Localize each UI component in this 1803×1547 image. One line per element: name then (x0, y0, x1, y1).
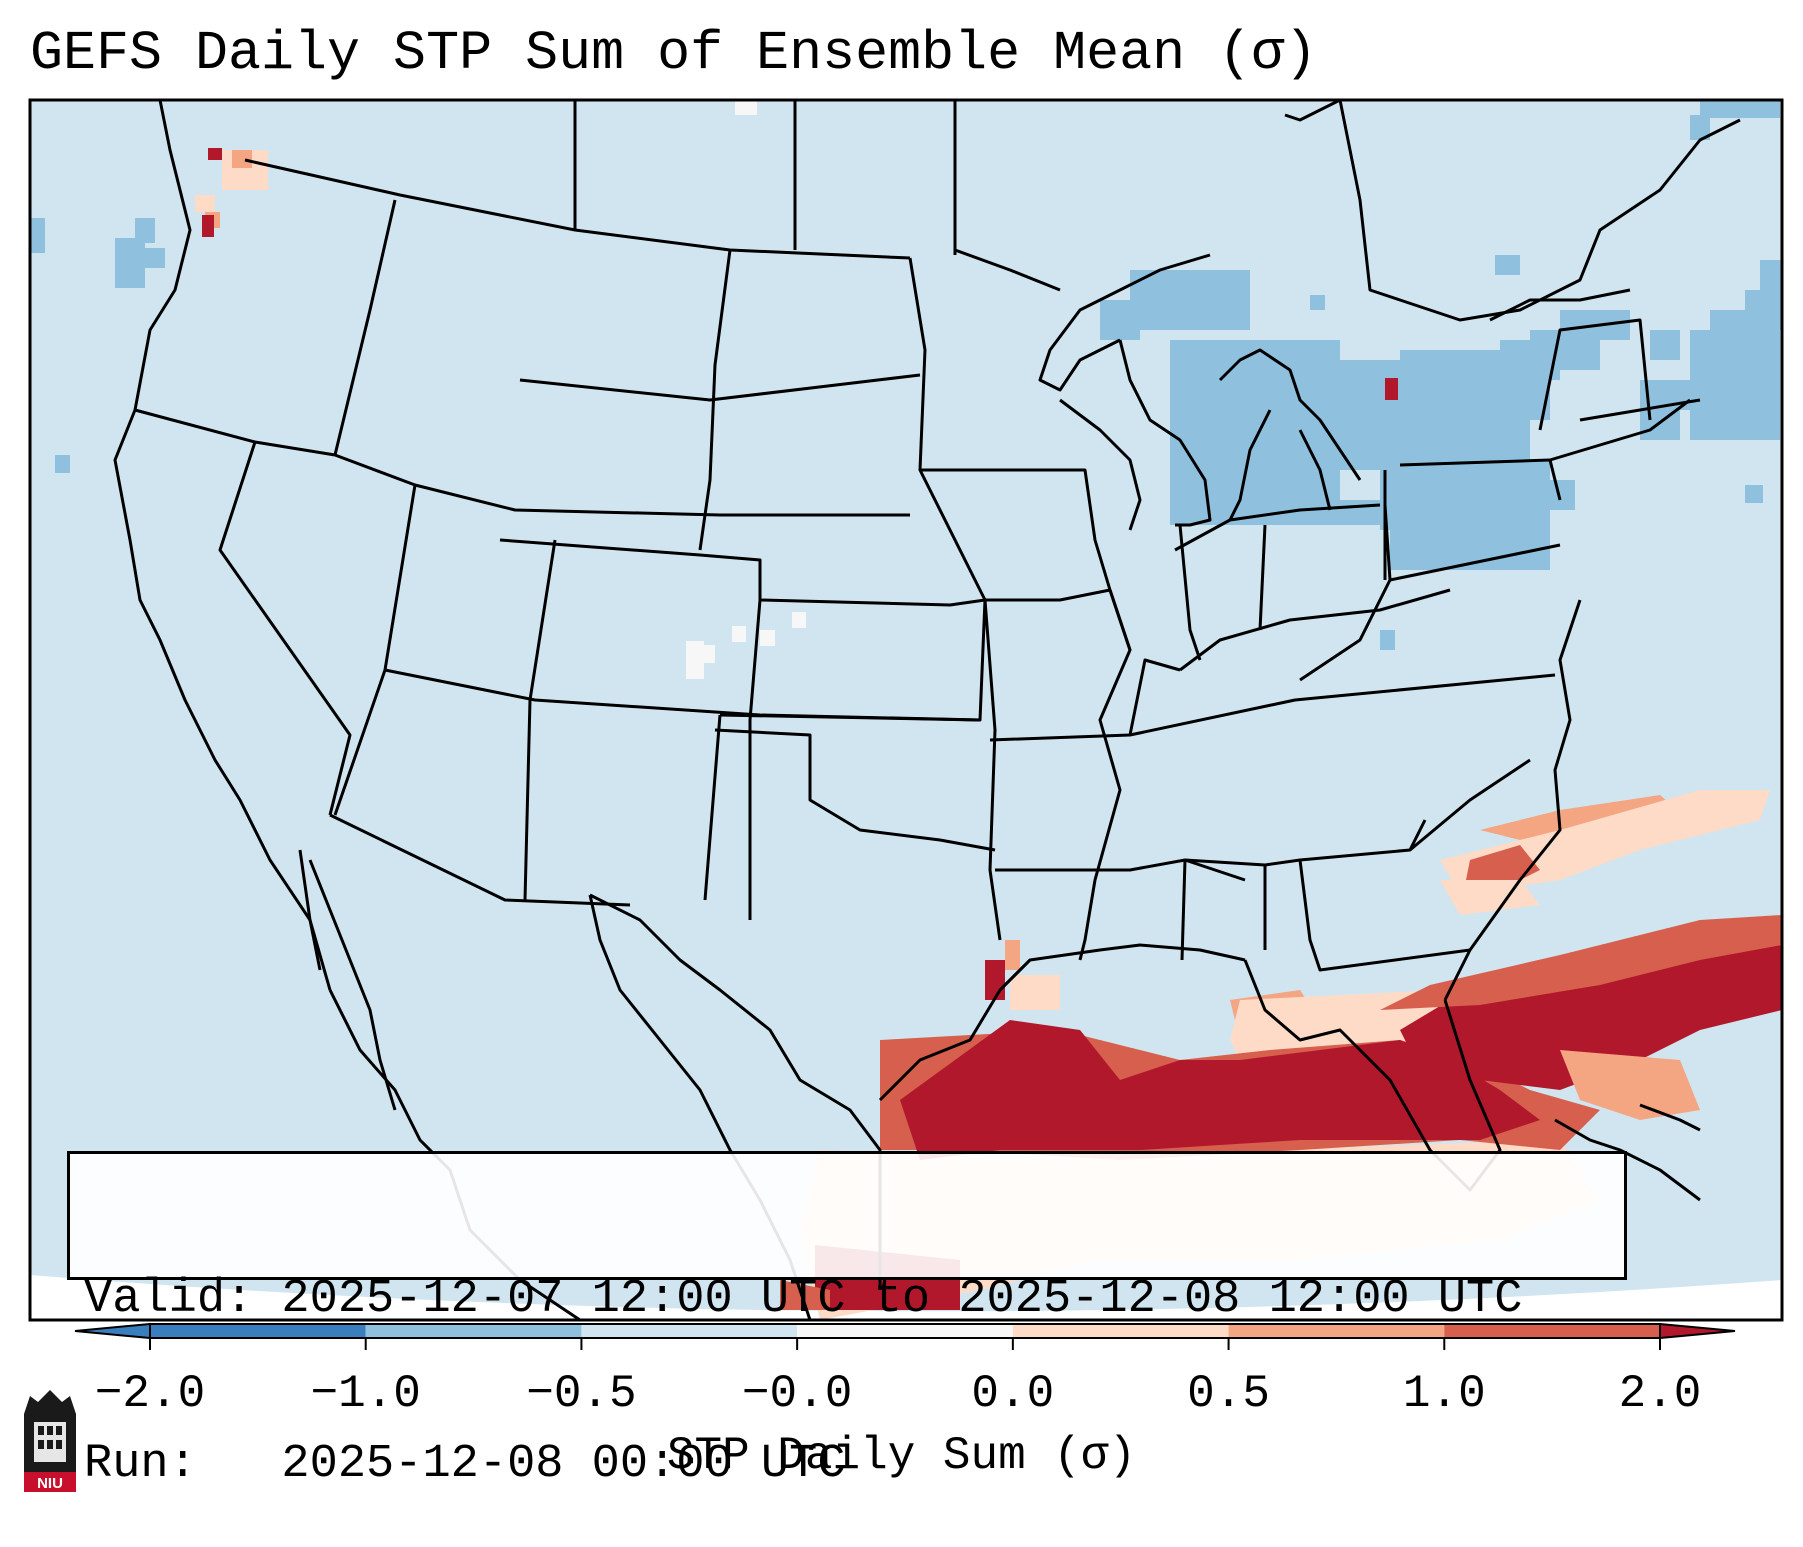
colorbar-title: STP Daily Sum (σ) (666, 1430, 1137, 1482)
colorbar-tick-label: −2.0 (94, 1368, 206, 1420)
colorbar-tick-label: −0.0 (741, 1368, 853, 1420)
map-borders (113, 100, 1741, 1290)
colorbar-segment (581, 1324, 798, 1338)
colorbar-tick-label: −0.5 (526, 1368, 637, 1420)
colorbar-extend-high (1659, 1322, 1736, 1340)
colorbar-segment (150, 1324, 366, 1338)
map-frame (28, 98, 1784, 1322)
colorbar-segment (1012, 1324, 1229, 1338)
map-title: GEFS Daily STP Sum of Ensemble Mean (σ) (30, 22, 1318, 85)
colorbar-tick-label: 0.0 (971, 1368, 1055, 1420)
near-zero-cells (686, 100, 806, 679)
run-time-text: Run: 2025-12-08 00:00 UTC (84, 1438, 846, 1491)
colorbar-segment (797, 1324, 1013, 1338)
colorbar-segment (1444, 1324, 1660, 1338)
colorbar-tick-label: 0.5 (1187, 1368, 1270, 1420)
domain-edge (30, 1275, 1782, 1320)
logo-text: NIU (37, 1475, 63, 1492)
colorbar-tick-label: −1.0 (310, 1368, 421, 1420)
stp-map (28, 98, 1784, 1350)
niu-logo-icon: NIU (24, 1390, 76, 1492)
colorbar-outline (149, 1323, 1661, 1339)
colorbar-segment (1228, 1324, 1445, 1338)
colorbar-tick-label: 1.0 (1402, 1368, 1486, 1420)
colorbar-tick-label: 2.0 (1618, 1368, 1702, 1420)
colorbar-segment (365, 1324, 582, 1338)
colorbar (74, 1322, 1736, 1350)
valid-time-text: Valid: 2025-12-07 12:00 UTC to 2025-12-0… (84, 1273, 1523, 1326)
valid-time-box: Valid: 2025-12-07 12:00 UTC to 2025-12-0… (67, 1151, 1627, 1491)
